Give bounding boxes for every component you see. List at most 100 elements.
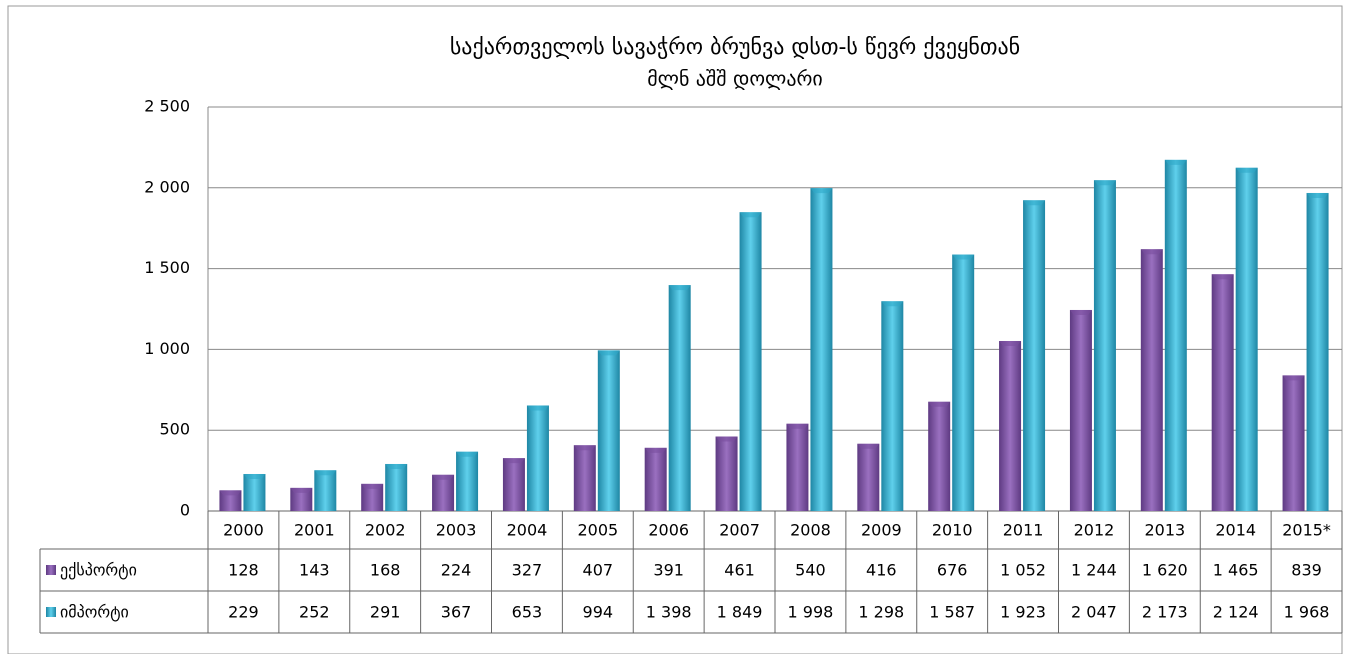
x-tick-label: 2004 [507,521,548,540]
table-value: 1 849 [717,603,763,622]
table-value: 2 047 [1071,603,1117,622]
x-tick-label: 2014 [1215,521,1256,540]
bar [739,212,762,511]
bar-cap [314,470,337,476]
bar-cap [526,405,549,411]
table-value: 1 587 [929,603,975,622]
table-value: 2 173 [1142,603,1188,622]
bar [786,423,809,511]
table-value: 1 465 [1213,561,1259,580]
bar-cap [1211,274,1234,280]
bar [644,447,667,511]
y-tick-label: 1 500 [144,258,190,277]
bar-cap [715,436,738,442]
table-value: 839 [1291,561,1322,580]
table-value: 653 [512,603,543,622]
bar [526,405,549,511]
bar [1023,200,1046,511]
table-value: 1 923 [1000,603,1046,622]
y-tick-label: 2 000 [144,177,190,196]
x-tick-label: 2002 [365,521,406,540]
bar-cap [739,212,762,218]
x-tick-label: 2010 [932,521,973,540]
bar-cap [361,483,384,489]
bar [999,340,1022,511]
bar [219,490,242,511]
bar [1164,159,1187,511]
bar [928,401,951,511]
x-tick-label: 2005 [577,521,618,540]
bar [715,436,738,511]
bar-cap [668,285,691,291]
table-value: 540 [795,561,826,580]
bar-cap [644,447,667,453]
table-value: 676 [937,561,968,580]
bar-cap [1235,167,1258,173]
table-value: 1 298 [858,603,904,622]
bar-cap [573,445,596,451]
bar-cap [1069,309,1092,315]
y-tick-label: 2 500 [144,97,190,116]
bar [1093,180,1116,511]
bar-cap [290,487,313,493]
bar [1211,274,1234,511]
bar-cap [243,473,266,479]
bar-cap [928,401,951,407]
bar [243,473,266,511]
x-tick-label: 2007 [719,521,760,540]
bar-cap [1282,375,1305,381]
bar [668,285,691,511]
bar-cap [1306,192,1329,198]
bar [314,470,337,511]
bar [1282,375,1305,511]
bar [1235,167,1258,511]
legend-label: იმპორტი [60,603,129,622]
x-tick-label: 2006 [648,521,689,540]
table-value: 229 [228,603,259,622]
table-value: 1 244 [1071,561,1117,580]
bar-cap [597,350,620,356]
legend-label: ექსპორტი [60,561,137,580]
x-tick-label: 2008 [790,521,831,540]
bar [290,487,313,511]
x-tick-label: 2003 [436,521,477,540]
x-tick-label: 2000 [223,521,264,540]
bar [952,254,975,511]
bar [385,463,408,511]
bar [1306,192,1329,512]
bar-cap [456,451,479,457]
table-value: 461 [724,561,755,580]
bar-cap [952,254,975,260]
x-tick-label: 2015* [1282,521,1331,540]
bar-cap [1023,200,1046,206]
bar-cap [1164,159,1187,165]
table-value: 1 052 [1000,561,1046,580]
table-value: 128 [228,561,259,580]
bar-cap [999,340,1022,346]
table-value: 252 [299,603,330,622]
bar-cap [385,463,408,469]
x-tick-label: 2001 [294,521,335,540]
table-value: 994 [583,603,614,622]
bar-cap [810,188,833,194]
table-value: 367 [441,603,472,622]
chart-title: საქართველოს სავაჭრო ბრუნვა დსთ-ს წევრ ქვ… [450,35,1020,60]
table-value: 1 398 [646,603,692,622]
table-value: 1 968 [1284,603,1330,622]
legend-swatch [46,607,56,617]
table-value: 1 998 [788,603,834,622]
bar [432,474,455,511]
bar [361,483,384,511]
table-value: 143 [299,561,330,580]
x-tick-label: 2012 [1074,521,1115,540]
table-value: 291 [370,603,401,622]
bar-cap [1093,180,1116,186]
bar-cap [432,474,455,480]
table-value: 416 [866,561,897,580]
bar-cap [857,443,880,449]
table-value: 2 124 [1213,603,1259,622]
legend-swatch [46,565,56,575]
table-value: 224 [441,561,472,580]
bar-cap [219,490,242,496]
